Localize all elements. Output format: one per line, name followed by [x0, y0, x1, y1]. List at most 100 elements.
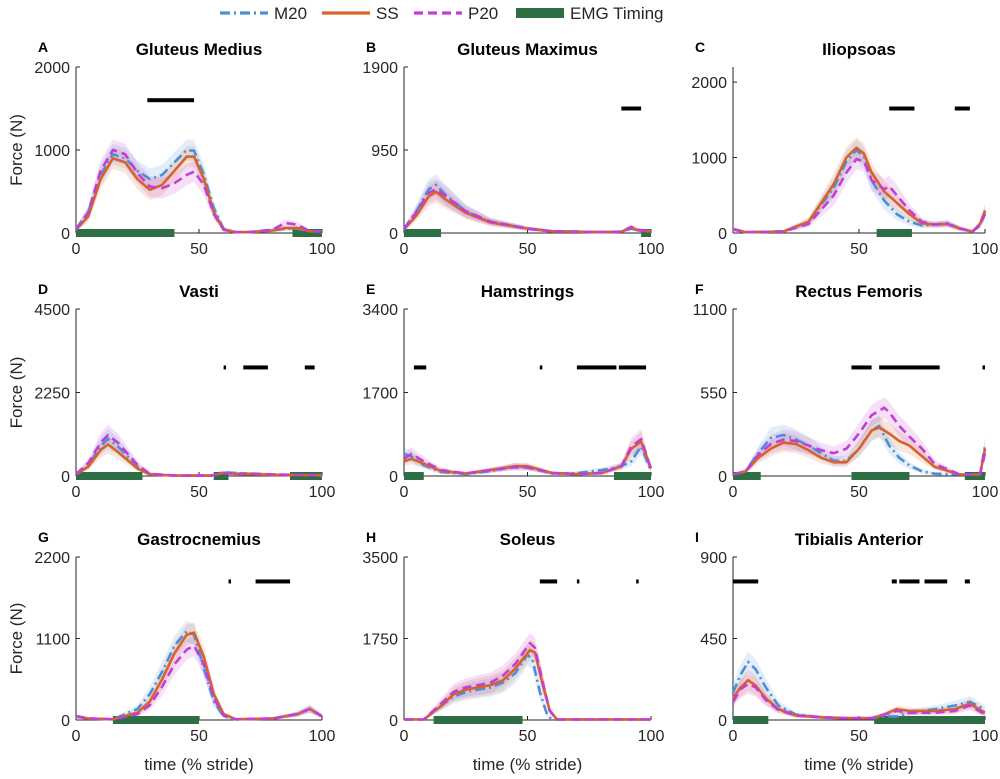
y-tick-label: 900: [700, 550, 727, 567]
x-tick-label: 50: [850, 728, 868, 745]
panel-title: Soleus: [500, 530, 556, 549]
y-axis-label: Force (N): [7, 114, 26, 186]
sd-band-m20: [733, 139, 985, 233]
x-tick-label: 50: [519, 728, 537, 745]
y-tick-label: 550: [700, 386, 727, 403]
significance-bar: [618, 365, 647, 370]
panel-title: Hamstrings: [481, 282, 575, 301]
y-tick-label: 0: [718, 226, 727, 243]
emg-bar: [76, 472, 143, 480]
emg-bar: [851, 472, 910, 480]
panel-title: Tibialis Anterior: [795, 530, 924, 549]
y-tick-label: 1100: [693, 302, 728, 319]
sd-band-ss: [76, 622, 322, 720]
series-line-ss: [75, 155, 322, 234]
emg-bar: [404, 229, 442, 237]
panel-h: 0 1750 3500 0 50 100 H Soleus time (% stride): [362, 529, 664, 774]
emg-bar: [641, 229, 651, 237]
panel-letter: E: [366, 281, 375, 297]
significance-bar: [879, 365, 940, 370]
significance-bar: [255, 579, 291, 584]
legend-label: EMG Timing: [570, 4, 664, 23]
panel-title: Gluteus Maximus: [457, 40, 598, 59]
x-axis-label: time (% stride): [144, 755, 254, 774]
significance-bar: [621, 106, 642, 111]
significance-bar: [576, 579, 580, 584]
series-line-p20: [732, 406, 987, 476]
series-line-p20: [731, 682, 986, 720]
y-tick-label: 2000: [691, 75, 727, 92]
x-tick-label: 50: [190, 241, 208, 258]
significance-bar: [924, 579, 948, 584]
panel-letter: C: [695, 39, 705, 55]
emg-bar: [874, 716, 985, 724]
y-axis-label: Force (N): [7, 357, 26, 429]
y-tick-label: 3400: [362, 302, 398, 319]
x-tick-label: 100: [309, 484, 336, 501]
y-tick-label: 0: [718, 713, 727, 730]
panel-letter: H: [366, 529, 376, 545]
sd-band-p20: [76, 139, 322, 233]
emg-bar: [876, 229, 912, 237]
legend-label: M20: [274, 4, 307, 23]
panel-letter: I: [695, 529, 699, 545]
panel-c: 0 1000 2000 0 50 100 C Iliopsoas: [691, 39, 998, 258]
y-tick-label: 0: [61, 469, 70, 486]
series-line-p20: [74, 148, 322, 234]
emg-bar: [404, 472, 424, 480]
significance-bar: [954, 106, 970, 111]
panel-title: Rectus Femoris: [795, 282, 923, 301]
sd-band-m20: [76, 139, 322, 233]
legend-swatch-emg: [516, 8, 564, 18]
emg-bar: [733, 472, 761, 480]
significance-bar: [899, 579, 920, 584]
emg-bar: [433, 716, 523, 724]
sd-band-ss: [404, 181, 651, 233]
panel-f: 0 550 1100 0 50 100 F Rectus Femoris: [693, 281, 999, 501]
y-tick-label: 950: [371, 143, 398, 160]
x-tick-label: 50: [190, 484, 208, 501]
significance-bar: [228, 579, 231, 584]
panel-letter: F: [695, 281, 704, 297]
y-tick-label: 3500: [362, 550, 398, 567]
panel-b: 0 950 1900 0 50 100 B Gluteus Maximus: [362, 39, 664, 258]
legend: M20 SS P20 EMG Timing: [220, 4, 664, 23]
significance-bar: [576, 365, 617, 370]
panel-g: 0 1100 2200 0 50 100 G Gastrocnemius Force (N) ti…: [7, 529, 335, 774]
significance-bar: [304, 365, 315, 370]
significance-bar: [539, 365, 543, 370]
x-tick-label: 100: [972, 484, 999, 501]
sd-band-p20: [404, 178, 651, 233]
panel-d: 0 2250 4500 0 50 100 D Vasti Force (N): [7, 281, 335, 501]
significance-bar: [223, 365, 227, 370]
series-line-p20: [403, 437, 653, 476]
panel-title: Gastrocnemius: [137, 530, 261, 549]
emg-bar: [733, 716, 769, 724]
y-tick-label: 0: [389, 469, 398, 486]
panel-a: 0 1000 2000 0 50 100 A Gluteus Medius Force (N): [7, 39, 335, 258]
x-tick-label: 100: [972, 241, 999, 258]
emg-bar: [76, 229, 175, 237]
x-tick-label: 0: [729, 484, 738, 501]
x-tick-label: 100: [309, 728, 336, 745]
y-tick-label: 1000: [691, 151, 727, 168]
y-tick-label: 0: [61, 713, 70, 730]
emg-bar: [213, 472, 229, 480]
x-tick-label: 0: [400, 241, 409, 258]
x-tick-label: 0: [729, 241, 738, 258]
y-tick-label: 1000: [34, 143, 70, 160]
significance-bar: [733, 579, 759, 584]
panel-letter: G: [38, 529, 49, 545]
significance-bar: [982, 365, 985, 370]
series-line-p20: [732, 157, 987, 234]
y-tick-label: 1100: [36, 632, 71, 649]
y-tick-label: 1700: [362, 386, 398, 403]
series-line-ss: [732, 426, 987, 476]
series-line-p20: [75, 433, 323, 477]
x-tick-label: 50: [519, 241, 537, 258]
significance-bar: [891, 579, 897, 584]
panel-title: Gluteus Medius: [136, 40, 263, 59]
y-axis-label: Force (N): [7, 603, 26, 675]
panel-i: 0 450 900 0 50 100 I Tibialis Anterior time (% s…: [695, 529, 998, 774]
